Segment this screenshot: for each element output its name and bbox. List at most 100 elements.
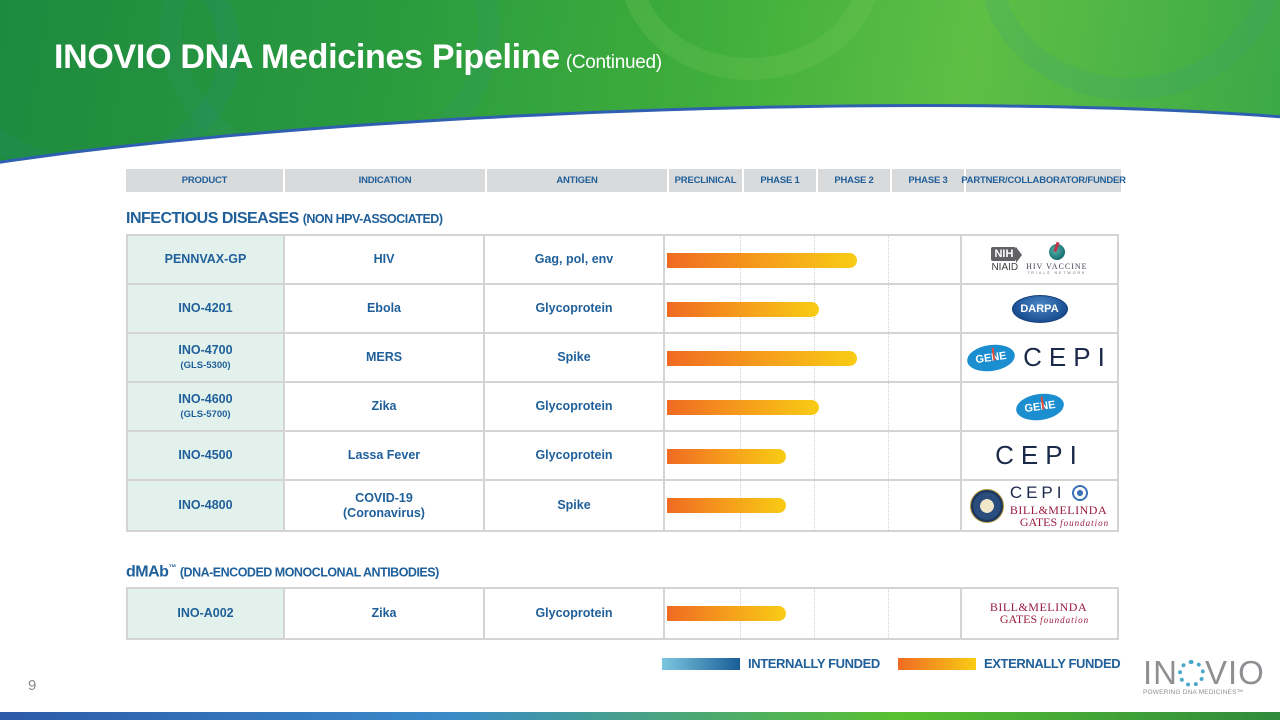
column-header-preclinical: PRECLINICAL [669, 169, 742, 192]
progress-bar-external [667, 449, 786, 464]
progress-bar-external [667, 253, 857, 268]
legend-label-external: EXTERNALLY FUNDED [984, 656, 1121, 671]
phase-divider [888, 334, 889, 381]
geneone-logo: GENE [965, 341, 1017, 374]
legend-swatch-internal [662, 657, 740, 670]
column-header-partner: PARTNER/COLLABORATOR/FUNDER [961, 169, 1126, 192]
phase-divider [888, 236, 889, 283]
footer-gradient-bar [0, 712, 1280, 720]
cepi-logo-text: CEPI [1023, 342, 1112, 372]
product-name: INO-4600 [178, 391, 233, 406]
product-cell: PENNVAX-GP [128, 236, 285, 283]
phase-divider [888, 383, 889, 430]
column-header-antigen: ANTIGEN [487, 169, 667, 192]
phase-divider [888, 285, 889, 332]
antigen-cell: Glycoprotein [485, 432, 665, 479]
gates-logo-gates: GATES [999, 612, 1038, 626]
gates-logo-line2: GATES foundation [990, 613, 1089, 626]
product-name: INO-4800 [178, 498, 233, 512]
partner-logo-stack: CEPI BILL&MELINDA GATES foundation [1010, 483, 1109, 529]
phase-cell [665, 236, 962, 283]
product-cell: INO-A002 [128, 589, 285, 638]
phase-cell [665, 432, 962, 479]
antigen-cell: Glycoprotein [485, 589, 665, 638]
column-header-phase3: PHASE 3 [892, 169, 964, 192]
partner-cell: DARPA [962, 285, 1117, 332]
antigen-cell: Glycoprotein [485, 285, 665, 332]
title-subtitle: (Continued) [565, 52, 662, 73]
partner-cell: CEPI BILL&MELINDA GATES foundation [962, 481, 1117, 530]
cepi-logo: CEPI [1023, 342, 1112, 373]
phase-cell [665, 285, 962, 332]
phase-divider [888, 589, 889, 638]
nih-niaid-logo: NIH NIAID [991, 246, 1023, 273]
column-header-product: PRODUCT [126, 169, 283, 192]
hvtn-logo-subtext: TRIALS NETWORK [1027, 271, 1087, 275]
partner-cell: GENE [962, 383, 1117, 430]
indication-cell: Zika [285, 383, 485, 430]
section-title-dmab: dMAb™ (DNA-ENCODED MONOCLONAL ANTIBODIES… [126, 563, 439, 581]
page-title: INOVIO DNA Medicines Pipeline (Continued) [54, 38, 662, 77]
product-cell: INO-4600 (GLS-5700) [128, 383, 285, 430]
product-name: PENNVAX-GP [164, 252, 247, 266]
indication-cell: COVID-19 (Coronavirus) [285, 481, 485, 530]
table-header-row: PRODUCT INDICATION ANTIGEN PRECLINICAL P… [126, 169, 1126, 192]
section-title-text: dMAb [126, 563, 169, 581]
indication-cell: Lassa Fever [285, 432, 485, 479]
legend-swatch-external [898, 657, 976, 670]
legend-externally-funded: EXTERNALLY FUNDED [898, 656, 1121, 671]
gates-logo-foundation: foundation [1040, 615, 1090, 625]
product-alias: (GLS-5700) [180, 408, 231, 420]
product-cell: INO-4500 [128, 432, 285, 479]
dna-ring-icon [1178, 660, 1205, 687]
antigen-cell: Glycoprotein [485, 383, 665, 430]
phase-cell [665, 334, 962, 381]
partner-cell: BILL&MELINDA GATES foundation [962, 589, 1117, 638]
gates-logo-gates: GATES [1019, 514, 1058, 529]
phase-cell [665, 589, 962, 638]
pipeline-table-dmab: INO-A002 Zika Glycoprotein BILL&MELINDA … [126, 587, 1119, 640]
gates-foundation-logo: BILL&MELINDA GATES foundation [1010, 504, 1109, 529]
table-row: PENNVAX-GP HIV Gag, pol, env NIH NIAID H… [128, 236, 1117, 285]
niaid-logo-text: NIAID [991, 261, 1019, 273]
united-nations-emblem-icon [1071, 485, 1088, 502]
inovio-tagline: POWERING DNA MEDICINES™ [1143, 689, 1244, 696]
progress-bar-external [667, 302, 819, 317]
progress-bar-external [667, 498, 786, 513]
progress-bar-external [667, 606, 786, 621]
cepi-logo-text: CEPI [995, 440, 1084, 470]
section-qualifier: (DNA-ENCODED MONOCLONAL ANTIBODIES) [179, 565, 439, 580]
table-row: INO-4500 Lassa Fever Glycoprotein CEPI [128, 432, 1117, 481]
product-alias: (GLS-5300) [180, 359, 231, 371]
product-cell: INO-4700 (GLS-5300) [128, 334, 285, 381]
partner-cell: CEPI [962, 432, 1117, 479]
indication-cell: Ebola [285, 285, 485, 332]
phase-cell [665, 481, 962, 530]
indication-subtext: (Coronavirus) [343, 505, 425, 520]
product-cell: INO-4201 [128, 285, 285, 332]
partner-cell: NIH NIAID HIV VACCINE TRIALS NETWORK [962, 236, 1117, 283]
cepi-logo: CEPI [995, 440, 1084, 471]
section-title-infectious-diseases: INFECTIOUS DISEASES (NON HPV-ASSOCIATED) [126, 210, 443, 228]
indication-cell: MERS [285, 334, 485, 381]
progress-bar-external [667, 400, 819, 415]
phase-divider [814, 432, 815, 479]
dna-helix-decoration [980, 0, 1280, 100]
product-name: INO-4201 [178, 301, 233, 315]
hvtn-logo-text: HIV VACCINE [1026, 262, 1088, 271]
trademark-symbol: ™ [168, 563, 176, 572]
inovio-logo: IN VIO POWERING DNA MEDICINES™ [1143, 656, 1265, 696]
table-row: INO-4700 (GLS-5300) MERS Spike GENE CEPI [128, 334, 1117, 383]
indication-cell: Zika [285, 589, 485, 638]
antigen-cell: Spike [485, 334, 665, 381]
hvtn-logo: HIV VACCINE TRIALS NETWORK [1026, 244, 1087, 275]
gates-logo-line1: BILL&MELINDA [1009, 502, 1108, 517]
cepi-logo-text: CEPI [1009, 482, 1066, 502]
globe-icon [1048, 244, 1065, 260]
pipeline-table-infectious: PENNVAX-GP HIV Gag, pol, env NIH NIAID H… [126, 234, 1119, 532]
phase-divider [888, 432, 889, 479]
partner-cell: GENE CEPI [962, 334, 1117, 381]
indication-text: COVID-19 [355, 490, 413, 505]
darpa-logo: DARPA [1011, 294, 1068, 323]
legend-label-internal: INTERNALLY FUNDED [748, 656, 880, 671]
